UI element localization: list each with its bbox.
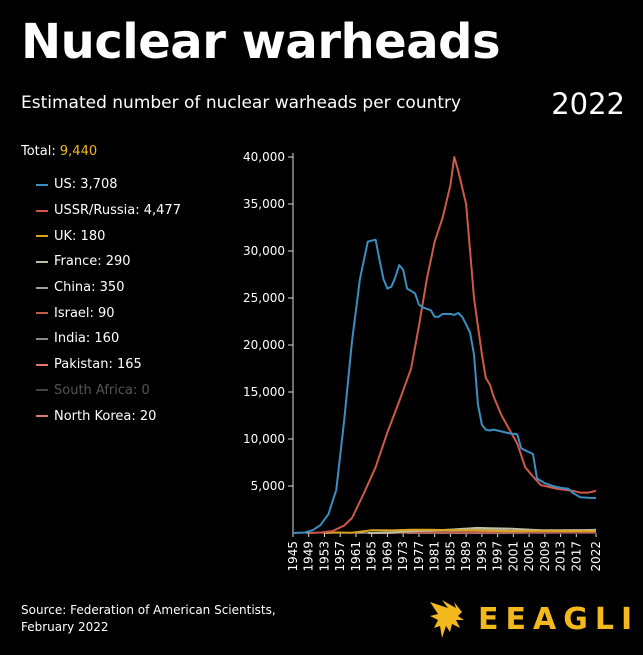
brand-logo: EEAGLI xyxy=(428,598,639,640)
legend-label: France: 290 xyxy=(54,254,131,270)
x-tick-label: 2009 xyxy=(538,541,552,572)
y-tick-label: 35,000 xyxy=(243,197,285,211)
legend-swatch xyxy=(36,415,48,418)
y-tick-label: 30,000 xyxy=(243,244,285,258)
brand-name: EEAGLI xyxy=(478,601,640,637)
x-tick-label: 2022 xyxy=(589,541,603,572)
series-line-israel xyxy=(379,531,596,534)
legend-swatch xyxy=(36,209,48,212)
legend-label: South Africa: 0 xyxy=(54,382,150,398)
x-tick-label: 1989 xyxy=(459,541,473,572)
x-tick-label: 2005 xyxy=(522,541,536,572)
series-line-france xyxy=(367,526,597,534)
series-line-ussr-russia xyxy=(308,156,597,534)
legend-swatch xyxy=(36,286,48,289)
x-tick-label: 1961 xyxy=(349,541,363,572)
series-line-uk xyxy=(324,528,597,534)
legend-item: USSR/Russia: 4,477 xyxy=(36,198,181,224)
y-tick-label: 25,000 xyxy=(243,291,285,305)
x-tick-label: 1977 xyxy=(412,541,426,572)
total-line: Total: 9,440 xyxy=(21,144,97,159)
x-tick-label: 1957 xyxy=(333,541,347,572)
legend-label: UK: 180 xyxy=(54,228,106,244)
y-tick-label: 15,000 xyxy=(243,385,285,399)
source-note: Source: Federation of American Scientist… xyxy=(21,602,276,637)
legend-swatch xyxy=(36,183,48,186)
legend-item: Pakistan: 165 xyxy=(36,352,181,378)
legend-item: US: 3,708 xyxy=(36,172,181,198)
legend-label: India: 160 xyxy=(54,331,120,347)
legend-swatch xyxy=(36,389,48,392)
y-tick-label: 20,000 xyxy=(243,338,285,352)
legend-label: Pakistan: 165 xyxy=(54,357,142,373)
legend-item: UK: 180 xyxy=(36,223,181,249)
x-tick-label: 1965 xyxy=(365,541,379,572)
legend-item: South Africa: 0 xyxy=(36,378,181,404)
legend-swatch xyxy=(36,363,48,366)
x-tick-label: 1973 xyxy=(396,541,410,572)
x-tick-label: 2013 xyxy=(554,541,568,572)
x-tick-label: 1949 xyxy=(302,541,316,572)
x-tick-label: 1981 xyxy=(428,541,442,572)
legend-swatch xyxy=(36,337,48,340)
legend-swatch xyxy=(36,235,48,238)
x-tick-label: 1953 xyxy=(317,541,331,572)
x-tick-label: 2017 xyxy=(569,541,583,572)
legend-label: US: 3,708 xyxy=(54,177,118,193)
legend-label: Israel: 90 xyxy=(54,305,115,321)
x-tick-label: 1997 xyxy=(491,541,505,572)
y-tick-label: 5,000 xyxy=(251,479,285,493)
legend-item: India: 160 xyxy=(36,326,181,352)
page-subtitle: Estimated number of nuclear warheads per… xyxy=(21,93,462,113)
legend-item: Israel: 90 xyxy=(36,300,181,326)
legend-label: North Korea: 20 xyxy=(54,408,157,424)
y-tick-label: 40,000 xyxy=(243,150,285,164)
source-line-2: February 2022 xyxy=(21,620,109,635)
total-value: 9,440 xyxy=(59,144,98,159)
series-line-us xyxy=(292,238,597,534)
x-tick-label: 2001 xyxy=(506,541,520,572)
source-line-1: Source: Federation of American Scientist… xyxy=(21,603,276,617)
x-tick-label: 1993 xyxy=(475,541,489,572)
legend-item: France: 290 xyxy=(36,249,181,275)
y-tick-label: 10,000 xyxy=(243,432,285,446)
legend: US: 3,708 USSR/Russia: 4,477 UK: 180 France… xyxy=(36,172,181,429)
eagle-icon xyxy=(430,600,464,638)
legend-swatch xyxy=(36,312,48,315)
total-label: Total: xyxy=(21,144,56,159)
legend-item: China: 350 xyxy=(36,275,181,301)
legend-label: China: 350 xyxy=(54,280,125,296)
legend-swatch xyxy=(36,260,48,263)
x-tick-label: 1969 xyxy=(380,541,394,572)
x-tick-label: 1985 xyxy=(443,541,457,572)
legend-item: North Korea: 20 xyxy=(36,403,181,429)
page-title: Nuclear warheads xyxy=(21,14,501,70)
x-tick-label: 1945 xyxy=(286,541,300,572)
legend-label: USSR/Russia: 4,477 xyxy=(54,203,181,219)
year-label: 2022 xyxy=(551,87,625,121)
